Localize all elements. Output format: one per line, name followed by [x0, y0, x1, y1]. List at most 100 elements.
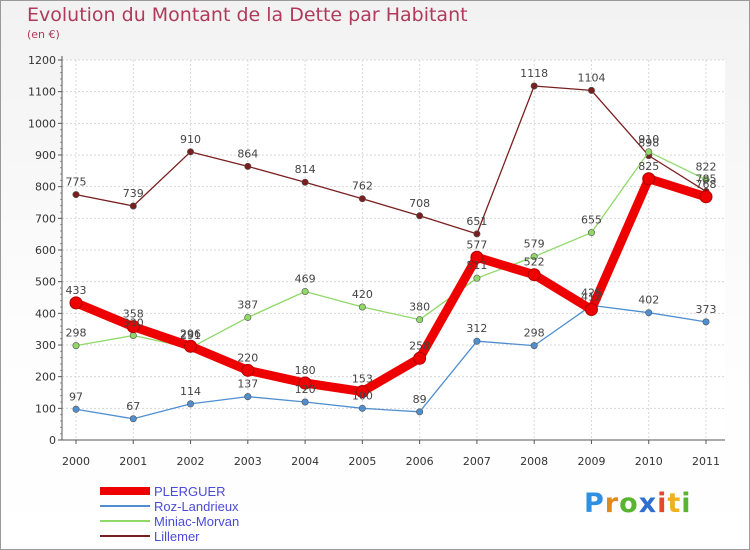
- x-tick-label: 2007: [463, 455, 491, 468]
- y-tick-label: 1100: [28, 86, 56, 99]
- data-label: 358: [123, 308, 144, 321]
- logo-letter: i: [657, 488, 668, 519]
- data-label: 910: [638, 133, 659, 146]
- data-label: 420: [352, 288, 373, 301]
- data-point: [470, 250, 484, 264]
- plot-area: [62, 60, 725, 440]
- legend-swatch: [100, 487, 150, 495]
- data-point: [584, 303, 598, 317]
- data-point: [587, 86, 595, 94]
- data-label: 785: [696, 172, 717, 185]
- data-label: 380: [409, 301, 430, 314]
- data-point: [416, 316, 424, 324]
- data-label: 1118: [520, 67, 548, 80]
- data-label: 220: [237, 351, 258, 364]
- x-tick-label: 2005: [348, 455, 376, 468]
- data-point: [187, 400, 195, 408]
- data-point: [184, 339, 198, 353]
- y-tick-label: 700: [35, 212, 56, 225]
- data-point: [473, 274, 481, 282]
- legend-label: PLERGUER: [154, 484, 226, 499]
- data-label: 153: [352, 373, 373, 386]
- y-tick-label: 1200: [28, 54, 56, 67]
- data-point: [72, 191, 80, 199]
- data-label: 469: [295, 272, 316, 285]
- data-label: 708: [409, 197, 430, 210]
- y-tick-label: 800: [35, 181, 56, 194]
- y-tick-label: 300: [35, 339, 56, 352]
- data-point: [301, 398, 309, 406]
- data-point: [530, 253, 538, 261]
- series-line-lillemer: [75, 85, 707, 235]
- y-tick-label: 0: [49, 434, 56, 447]
- data-point: [530, 82, 538, 90]
- chart-title: Evolution du Montant de la Dette par Hab…: [27, 4, 468, 26]
- data-label: 402: [638, 294, 659, 307]
- data-label: 579: [524, 238, 545, 251]
- data-point: [244, 393, 252, 401]
- data-point: [241, 363, 255, 377]
- legend: PLERGUER Roz-Landrieux Miniac-Morvan Lillem…: [100, 484, 400, 544]
- data-point: [129, 415, 137, 423]
- x-tick-label: 2010: [635, 455, 663, 468]
- data-label: 100: [352, 389, 373, 402]
- series-line-roz-landrieux: [75, 304, 707, 420]
- data-label: 1104: [577, 71, 605, 84]
- y-tick-label: 100: [35, 402, 56, 415]
- data-label: 330: [123, 317, 144, 330]
- data-point: [645, 148, 653, 156]
- x-tick-label: 2003: [234, 455, 262, 468]
- legend-label: Roz-Landrieux: [154, 499, 239, 514]
- legend-item-plerguer: PLERGUER: [100, 484, 400, 499]
- data-point: [473, 337, 481, 345]
- data-point: [699, 190, 713, 204]
- data-label: 768: [696, 178, 717, 191]
- data-point: [358, 404, 366, 412]
- data-label: 298: [524, 327, 545, 340]
- data-label: 651: [466, 215, 487, 228]
- data-label: 412: [581, 291, 602, 304]
- data-point: [416, 212, 424, 220]
- logo-letter: i: [681, 488, 692, 519]
- data-point: [187, 148, 195, 156]
- data-point: [244, 313, 252, 321]
- data-label: 120: [295, 383, 316, 396]
- data-label: 898: [638, 137, 659, 150]
- data-point: [244, 162, 252, 170]
- chart-subtitle: (en €): [27, 28, 60, 41]
- data-label: 373: [696, 303, 717, 316]
- y-tick-label: 400: [35, 307, 56, 320]
- data-label: 180: [295, 364, 316, 377]
- data-label: 425: [581, 286, 602, 299]
- x-tick-label: 2008: [520, 455, 548, 468]
- data-label: 296: [180, 327, 201, 340]
- data-point: [473, 230, 481, 238]
- logo-letter: r: [604, 488, 620, 519]
- data-point: [416, 408, 424, 416]
- data-label: 97: [69, 390, 83, 403]
- data-label: 137: [237, 378, 258, 391]
- y-tick-label: 200: [35, 371, 56, 384]
- legend-item-miniac-morvan: Miniac-Morvan: [100, 514, 400, 529]
- x-tick-label: 2004: [291, 455, 319, 468]
- data-label: 89: [413, 393, 427, 406]
- data-point: [355, 385, 369, 399]
- data-point: [645, 309, 653, 317]
- legend-item-lillemer: Lillemer: [100, 529, 400, 544]
- data-label: 739: [123, 187, 144, 200]
- logo-letter: P: [584, 488, 605, 519]
- data-label: 864: [237, 147, 258, 160]
- data-point: [298, 376, 312, 390]
- y-tick-label: 1000: [28, 117, 56, 130]
- data-point: [72, 405, 80, 413]
- data-label: 387: [237, 298, 258, 311]
- data-point: [642, 172, 656, 186]
- logo-letter: t: [667, 488, 682, 519]
- data-label: 577: [466, 238, 487, 251]
- x-tick-label: 2006: [406, 455, 434, 468]
- data-label: 114: [180, 385, 201, 398]
- data-point: [301, 287, 309, 295]
- logo-letter: x: [638, 488, 658, 519]
- data-label: 67: [126, 400, 140, 413]
- data-label: 258: [409, 339, 430, 352]
